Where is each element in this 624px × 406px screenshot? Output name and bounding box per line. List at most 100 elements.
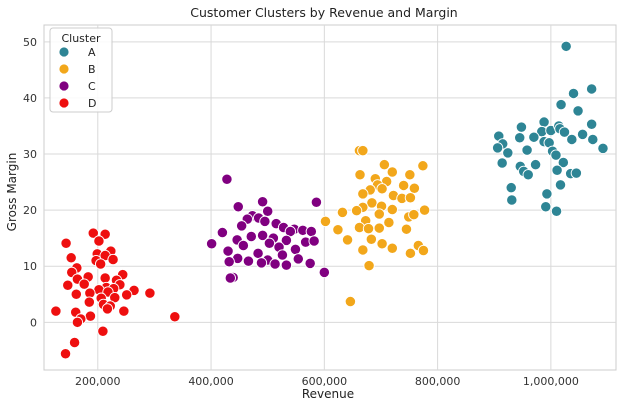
data-point-cluster-b xyxy=(418,204,431,216)
data-point-cluster-d xyxy=(144,287,156,299)
data-point-cluster-d xyxy=(99,272,111,284)
data-point-cluster-a xyxy=(529,159,542,171)
data-point-cluster-c xyxy=(280,234,293,247)
data-point-cluster-d xyxy=(87,227,99,239)
data-point-cluster-a xyxy=(567,87,580,100)
chart-title: Customer Clusters by Revenue and Margin xyxy=(190,5,457,20)
data-point-cluster-b xyxy=(373,208,385,220)
data-point-cluster-b xyxy=(373,222,385,234)
data-point-cluster-c xyxy=(318,266,330,279)
data-point-cluster-c xyxy=(256,196,269,208)
data-point-cluster-c xyxy=(305,225,317,238)
data-point-cluster-a xyxy=(502,147,514,159)
data-point-cluster-a xyxy=(585,83,598,95)
data-point-cluster-c xyxy=(236,220,248,232)
data-point-cluster-c xyxy=(223,256,235,268)
data-point-cluster-a xyxy=(541,188,553,200)
data-point-cluster-a xyxy=(521,144,533,156)
data-point-cluster-c xyxy=(259,215,271,227)
data-point-cluster-d xyxy=(94,258,107,270)
data-point-cluster-d xyxy=(83,296,95,308)
data-point-cluster-c xyxy=(252,247,264,259)
data-point-cluster-a xyxy=(550,149,562,161)
data-point-cluster-c xyxy=(310,196,323,208)
data-point-cluster-d xyxy=(71,316,84,328)
data-point-cluster-a xyxy=(576,128,589,141)
data-point-cluster-c xyxy=(256,229,269,242)
data-point-cluster-d xyxy=(78,278,90,290)
data-point-cluster-a xyxy=(585,118,598,130)
data-point-cluster-b xyxy=(397,179,410,192)
data-point-cluster-b xyxy=(341,234,354,246)
legend-title: Cluster xyxy=(61,32,101,45)
data-point-cluster-a xyxy=(560,40,572,52)
data-point-cluster-b xyxy=(332,224,344,236)
data-point-cluster-d xyxy=(70,288,82,300)
data-point-cluster-d xyxy=(68,336,81,349)
data-point-cluster-a xyxy=(555,99,567,111)
x-axis-label: Revenue xyxy=(302,387,354,401)
data-point-cluster-d xyxy=(93,235,105,247)
legend-label-d: D xyxy=(88,97,96,110)
data-point-cluster-a xyxy=(505,182,517,194)
legend-marker-c xyxy=(58,80,70,92)
data-point-cluster-a xyxy=(514,132,526,144)
y-tick-label: 40 xyxy=(23,92,37,105)
data-point-cluster-b xyxy=(365,233,377,245)
data-point-cluster-d xyxy=(59,348,72,360)
data-point-cluster-c xyxy=(289,243,302,256)
data-point-cluster-d xyxy=(118,305,130,317)
data-point-cluster-a xyxy=(597,142,609,155)
data-point-cluster-d xyxy=(97,325,109,337)
data-point-cluster-b xyxy=(376,183,388,195)
data-point-cluster-d xyxy=(169,311,181,323)
data-point-cluster-a xyxy=(587,133,599,146)
data-point-cluster-c xyxy=(237,239,250,252)
data-point-cluster-a xyxy=(557,156,569,169)
data-point-cluster-d xyxy=(65,252,77,264)
data-point-cluster-a xyxy=(506,194,518,206)
tick-labels: 200,000 400,000 600,000 800,000 1,000,000 0 10… xyxy=(23,36,579,388)
data-point-cluster-c xyxy=(216,226,229,239)
data-point-cluster-a xyxy=(570,167,583,179)
data-points xyxy=(50,40,609,360)
data-point-cluster-a xyxy=(538,116,550,128)
data-point-cluster-b xyxy=(354,169,366,181)
legend-label-b: B xyxy=(88,63,96,76)
plot-area xyxy=(43,24,617,371)
data-point-cluster-b xyxy=(336,206,349,219)
data-point-cluster-c xyxy=(232,201,244,213)
data-point-cluster-b xyxy=(357,244,369,256)
data-point-cluster-a xyxy=(522,169,534,181)
data-point-cluster-d xyxy=(84,310,97,322)
data-point-cluster-b xyxy=(350,205,363,217)
x-tick-label: 600,000 xyxy=(302,375,348,388)
y-tick-label: 20 xyxy=(23,204,37,217)
data-point-cluster-c xyxy=(292,253,304,265)
data-point-cluster-a xyxy=(572,105,584,117)
y-tick-label: 50 xyxy=(23,36,37,49)
data-point-cluster-b xyxy=(376,238,388,250)
legend-marker-b xyxy=(58,63,70,75)
data-point-cluster-d xyxy=(62,279,74,291)
data-point-cluster-b xyxy=(417,244,430,257)
x-tick-label: 200,000 xyxy=(75,375,121,388)
y-tick-label: 30 xyxy=(23,148,37,161)
data-point-cluster-d xyxy=(101,303,114,315)
legend-label-a: A xyxy=(88,46,96,59)
data-point-cluster-b xyxy=(357,188,369,200)
data-point-cluster-a xyxy=(515,121,528,133)
data-point-cluster-c xyxy=(242,255,255,267)
data-point-cluster-b xyxy=(404,247,417,259)
data-point-cluster-c xyxy=(308,235,320,247)
data-point-cluster-b xyxy=(383,216,395,229)
y-axis-label: Gross Margin xyxy=(5,153,19,232)
data-point-cluster-b xyxy=(404,169,416,181)
data-point-cluster-d xyxy=(121,289,133,301)
data-point-cluster-a xyxy=(496,157,508,169)
data-point-cluster-d xyxy=(107,253,119,266)
data-point-cluster-d xyxy=(60,237,72,249)
data-point-cluster-b xyxy=(408,182,421,194)
data-point-cluster-c xyxy=(222,245,234,257)
data-point-cluster-c xyxy=(304,257,316,270)
